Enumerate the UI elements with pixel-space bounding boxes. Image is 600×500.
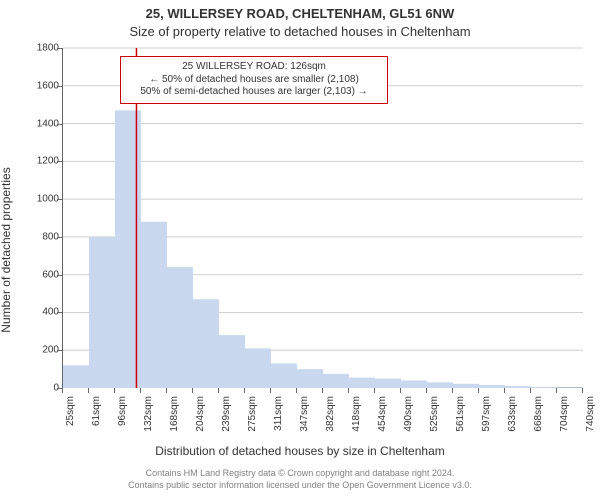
x-tick-label: 275sqm	[247, 396, 258, 432]
histogram-bar	[219, 335, 245, 388]
x-tick-label: 597sqm	[481, 396, 492, 432]
x-tick-label: 96sqm	[117, 396, 128, 426]
histogram-bar	[557, 387, 583, 388]
histogram-bar	[297, 369, 323, 388]
histogram-bar	[63, 365, 89, 388]
x-tick-label: 704sqm	[559, 396, 570, 432]
histogram-bar	[271, 363, 297, 388]
x-tick-label: 490sqm	[403, 396, 414, 432]
x-tick-label: 25sqm	[65, 396, 76, 426]
footer-line2: Contains public sector information licen…	[0, 480, 600, 490]
y-axis-label: Number of detached properties	[0, 167, 13, 332]
y-tick-label: 200	[19, 345, 59, 356]
x-tick-label: 311sqm	[273, 396, 284, 431]
x-tick-label: 347sqm	[299, 396, 310, 432]
histogram-bar	[245, 348, 271, 388]
chart-container: 25, WILLERSEY ROAD, CHELTENHAM, GL51 6NW…	[0, 0, 600, 500]
x-tick-label: 204sqm	[195, 396, 206, 432]
histogram-bar	[349, 378, 375, 388]
x-tick-label: 525sqm	[429, 396, 440, 432]
y-tick-label: 400	[19, 307, 59, 318]
x-tick-label: 132sqm	[143, 396, 154, 432]
y-tick-label: 1800	[19, 43, 59, 54]
x-tick-label: 668sqm	[533, 396, 544, 432]
footer-line1: Contains HM Land Registry data © Crown c…	[0, 468, 600, 478]
x-tick-label: 633sqm	[507, 396, 518, 432]
histogram-bar	[193, 299, 219, 388]
y-tick-label: 1200	[19, 156, 59, 167]
annotation-line: ← 50% of detached houses are smaller (2,…	[127, 74, 381, 87]
x-tick-label: 61sqm	[91, 396, 102, 426]
y-tick-label: 1000	[19, 194, 59, 205]
x-tick-label: 239sqm	[221, 396, 232, 432]
x-tick-label: 168sqm	[169, 396, 180, 432]
y-tick-label: 800	[19, 231, 59, 242]
x-axis-label: Distribution of detached houses by size …	[0, 444, 600, 458]
histogram-bar	[323, 374, 349, 388]
y-tick-label: 0	[19, 383, 59, 394]
annotation-line: 25 WILLERSEY ROAD: 126sqm	[127, 61, 381, 74]
histogram-bar	[375, 379, 401, 388]
x-tick-label: 740sqm	[585, 396, 596, 432]
histogram-bar	[141, 222, 167, 388]
title-line1: 25, WILLERSEY ROAD, CHELTENHAM, GL51 6NW	[0, 6, 600, 21]
histogram-bar	[427, 382, 453, 388]
x-tick-label: 454sqm	[377, 396, 388, 432]
histogram-bar	[453, 384, 479, 388]
histogram-bars	[63, 110, 583, 388]
annotation-line: 50% of semi-detached houses are larger (…	[127, 86, 381, 99]
histogram-bar	[89, 237, 115, 388]
y-tick-label: 600	[19, 269, 59, 280]
histogram-bar	[531, 387, 557, 388]
annotation-box: 25 WILLERSEY ROAD: 126sqm ← 50% of detac…	[120, 56, 388, 104]
histogram-bar	[505, 386, 531, 388]
histogram-bar	[479, 385, 505, 388]
y-tick-label: 1400	[19, 118, 59, 129]
title-line2: Size of property relative to detached ho…	[0, 24, 600, 39]
x-tick-label: 561sqm	[455, 396, 466, 432]
histogram-bar	[401, 380, 427, 388]
x-tick-label: 418sqm	[351, 396, 362, 432]
x-tick-label: 382sqm	[325, 396, 336, 432]
y-tick-label: 1600	[19, 80, 59, 91]
histogram-bar	[167, 267, 193, 388]
